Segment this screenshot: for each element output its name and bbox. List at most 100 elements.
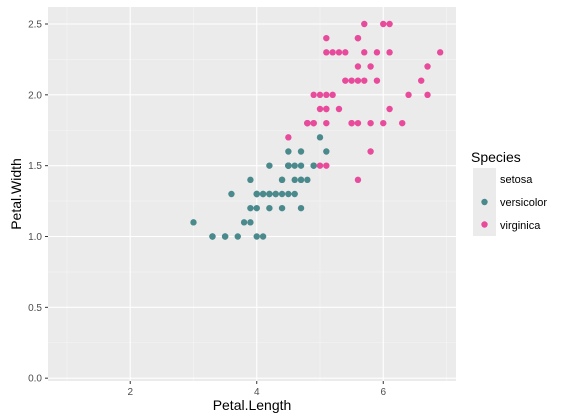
data-point-virginica [399, 119, 406, 127]
data-point-virginica [323, 91, 330, 99]
data-point-versicolor [323, 148, 330, 155]
legend-title: Species [471, 149, 521, 165]
data-point-virginica [323, 119, 330, 127]
data-point-versicolor [247, 204, 254, 212]
y-axis-ticks: 0.0 0.5 1.0 1.5 2.0 2.5 [28, 20, 48, 385]
data-point-virginica [316, 105, 324, 113]
data-point-versicolor [253, 204, 260, 212]
data-point-versicolor [228, 190, 235, 198]
data-point-virginica [323, 49, 330, 56]
data-point-versicolor [266, 162, 273, 169]
data-point-versicolor [247, 219, 254, 226]
data-point-virginica [367, 63, 374, 70]
x-axis-title: Petal.Length [213, 397, 292, 413]
data-point-virginica [380, 20, 387, 28]
data-point-virginica [348, 119, 355, 127]
legend-marker-versicolor [481, 198, 488, 206]
data-point-virginica [354, 176, 362, 184]
data-point-virginica [348, 77, 355, 84]
x-tick-label: 6 [380, 387, 386, 398]
data-point-virginica [373, 77, 381, 84]
data-point-virginica [329, 91, 336, 99]
data-point-versicolor [240, 219, 248, 226]
data-point-virginica [342, 49, 349, 56]
data-point-versicolor [304, 176, 311, 184]
data-point-virginica [354, 63, 362, 70]
y-tick-label: 0.0 [28, 374, 42, 385]
data-point-virginica [367, 148, 374, 155]
data-point-virginica [310, 91, 317, 99]
data-point-versicolor [278, 190, 286, 198]
y-tick-label: 1.0 [28, 232, 42, 243]
data-point-versicolor [266, 190, 273, 198]
data-point-virginica [424, 91, 431, 99]
data-point-virginica [361, 77, 368, 84]
data-point-versicolor [234, 233, 241, 240]
data-point-versicolor [297, 162, 305, 169]
x-axis-ticks: 2 4 6 [127, 381, 386, 398]
data-point-versicolor [310, 162, 317, 169]
data-point-versicolor [316, 134, 324, 141]
grid-major [48, 7, 456, 381]
data-point-virginica [380, 119, 387, 127]
data-point-virginica [335, 105, 343, 113]
y-tick-label: 2.0 [28, 90, 42, 101]
data-point-virginica [418, 77, 425, 84]
data-point-versicolor [291, 176, 298, 184]
data-point-virginica [373, 49, 381, 56]
data-point-virginica [361, 49, 368, 56]
data-point-versicolor [297, 148, 305, 155]
data-point-versicolor [253, 233, 260, 240]
data-point-versicolor [278, 204, 286, 212]
data-point-versicolor [297, 176, 305, 184]
data-point-versicolor [285, 190, 292, 198]
data-point-versicolor [209, 233, 216, 240]
data-point-virginica [310, 119, 317, 127]
data-point-versicolor [190, 219, 197, 226]
legend-label-versicolor: versicolor [500, 197, 547, 209]
data-point-virginica [316, 91, 324, 99]
data-point-virginica [323, 162, 330, 169]
data-point-virginica [329, 49, 336, 56]
legend-key-setosa [473, 168, 496, 191]
data-point-versicolor [297, 204, 305, 212]
data-point-virginica [386, 105, 393, 113]
data-point-versicolor [253, 190, 260, 198]
data-point-virginica [285, 134, 292, 141]
x-tick-label: 4 [254, 387, 260, 398]
y-axis-title: Petal.Width [8, 158, 24, 230]
data-point-virginica [424, 63, 431, 70]
data-point-virginica [316, 162, 324, 169]
grid-minor [48, 7, 456, 381]
data-point-virginica [323, 34, 330, 42]
data-point-versicolor [247, 176, 254, 184]
data-point-virginica [361, 20, 368, 28]
data-point-versicolor [285, 162, 292, 169]
data-point-virginica [386, 20, 393, 28]
x-tick-label: 2 [127, 387, 133, 398]
legend-marker-virginica [481, 221, 488, 228]
data-point-versicolor [278, 176, 286, 184]
data-point-virginica [436, 49, 444, 56]
data-point-virginica [323, 105, 330, 113]
legend-label-setosa: setosa [500, 174, 533, 186]
data-point-virginica [405, 91, 412, 99]
data-points [190, 20, 444, 240]
data-point-virginica [342, 77, 349, 84]
data-point-virginica [367, 119, 374, 127]
data-point-virginica [304, 119, 311, 127]
plot-panel [48, 7, 456, 381]
data-point-virginica [335, 49, 343, 56]
legend: Species setosa versicolor virginica [471, 149, 547, 236]
data-point-virginica [354, 77, 362, 84]
data-point-virginica [354, 119, 362, 127]
y-tick-label: 1.5 [28, 161, 42, 172]
data-point-virginica [354, 34, 362, 42]
data-point-versicolor [259, 233, 267, 240]
data-point-versicolor [291, 190, 298, 198]
data-point-versicolor [272, 190, 279, 198]
data-point-versicolor [291, 162, 298, 169]
y-tick-label: 2.5 [28, 20, 42, 31]
data-point-versicolor [221, 233, 229, 240]
